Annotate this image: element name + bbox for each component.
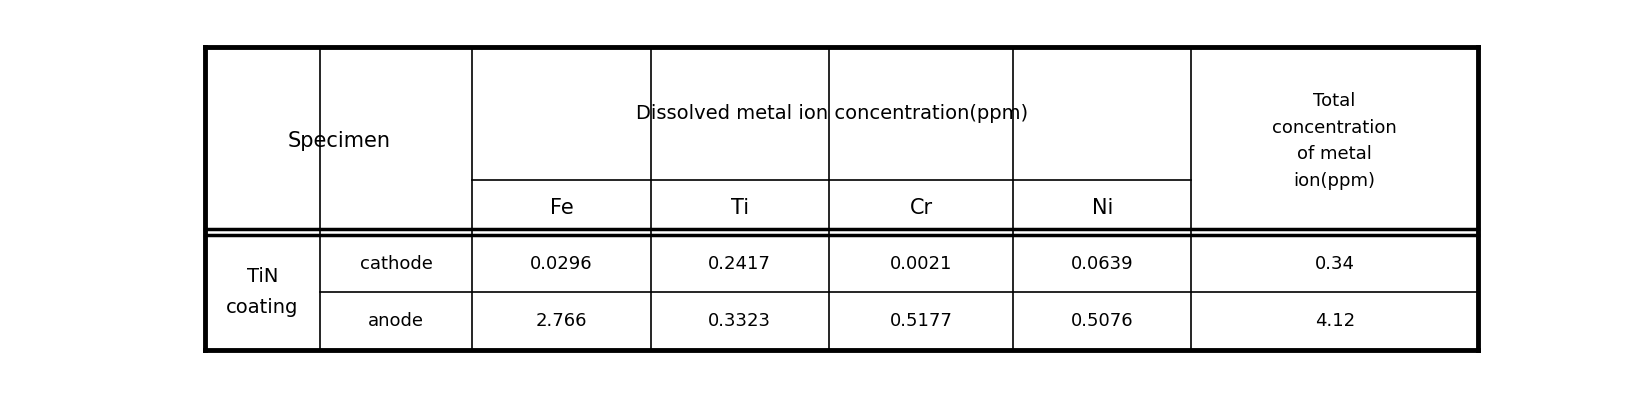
Text: Total
concentration
of metal
ion(ppm): Total concentration of metal ion(ppm) xyxy=(1273,92,1397,189)
Text: 0.3323: 0.3323 xyxy=(708,312,772,330)
Text: Specimen: Specimen xyxy=(287,131,391,151)
Text: 0.0296: 0.0296 xyxy=(530,255,593,272)
Text: 0.5076: 0.5076 xyxy=(1071,312,1133,330)
Text: Dissolved metal ion concentration(ppm): Dissolved metal ion concentration(ppm) xyxy=(635,104,1028,123)
Text: Cr: Cr xyxy=(910,198,933,218)
Text: Ni: Ni xyxy=(1092,198,1113,218)
Text: 0.34: 0.34 xyxy=(1315,255,1355,272)
Text: Ti: Ti xyxy=(731,198,749,218)
Text: anode: anode xyxy=(368,312,424,330)
Text: cathode: cathode xyxy=(360,255,432,272)
Text: TiN
coating: TiN coating xyxy=(227,267,299,317)
Text: 0.0021: 0.0021 xyxy=(890,255,952,272)
Text: 0.0639: 0.0639 xyxy=(1071,255,1133,272)
Text: 0.5177: 0.5177 xyxy=(890,312,952,330)
Text: 4.12: 4.12 xyxy=(1315,312,1355,330)
Text: 2.766: 2.766 xyxy=(535,312,588,330)
Text: Fe: Fe xyxy=(550,198,573,218)
Text: 0.2417: 0.2417 xyxy=(708,255,772,272)
